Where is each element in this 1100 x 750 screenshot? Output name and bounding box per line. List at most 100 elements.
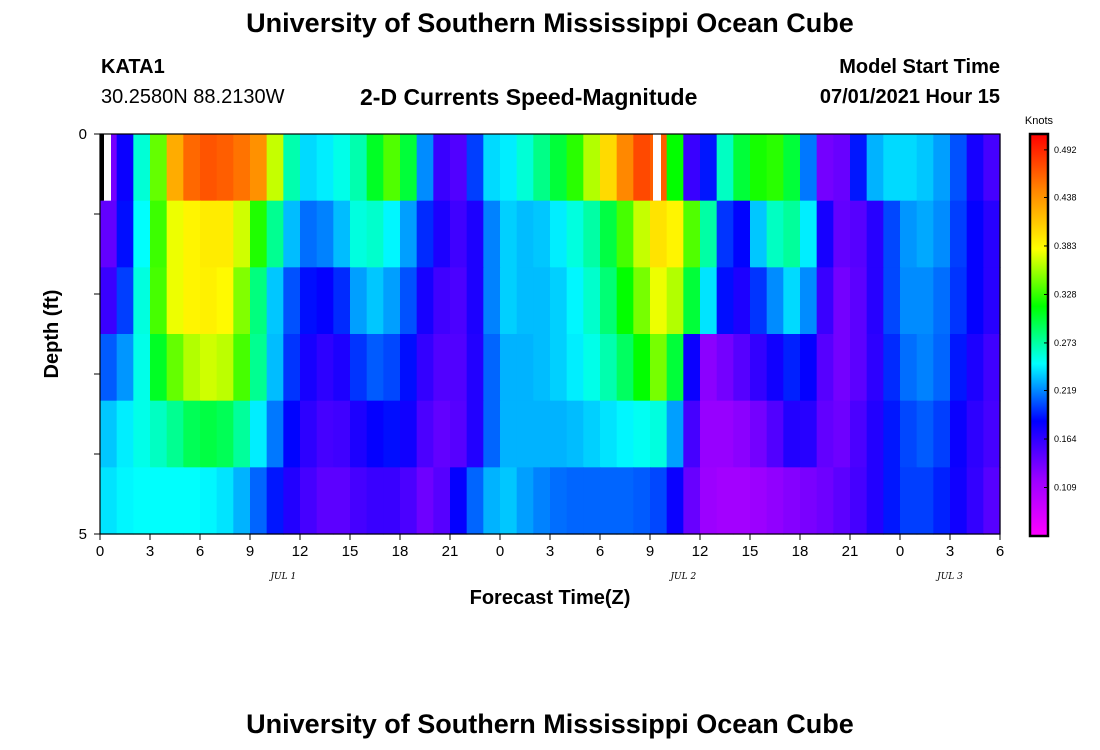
- heatmap-cell: [500, 400, 518, 468]
- heatmap-cell: [550, 134, 568, 202]
- heatmap-cell: [100, 467, 118, 535]
- heatmap-cell: [483, 200, 501, 268]
- heatmap-cell: [900, 400, 918, 468]
- heatmap-cell: [683, 334, 701, 402]
- heatmap-cell: [450, 267, 468, 335]
- heatmap-cell: [283, 267, 301, 335]
- heatmap-cell: [466, 134, 484, 202]
- heatmap-cell: [633, 467, 651, 535]
- heatmap-cell: [933, 200, 951, 268]
- x-tick-label: 6: [996, 543, 1004, 560]
- x-tick-label: 12: [292, 543, 309, 560]
- heatmap-cell: [833, 134, 851, 202]
- heatmap-cell: [983, 200, 1001, 268]
- heatmap-cell: [816, 200, 834, 268]
- heatmap-cell: [283, 400, 301, 468]
- heatmap-cell: [783, 400, 801, 468]
- x-tick-label: 6: [196, 543, 204, 560]
- heatmap-cell: [600, 334, 618, 402]
- heatmap-cell: [666, 400, 684, 468]
- heatmap-cell: [750, 334, 768, 402]
- heatmap-cell: [366, 400, 384, 468]
- heatmap-cell: [716, 334, 734, 402]
- heatmap-cell: [883, 400, 901, 468]
- heatmap-cell: [533, 334, 551, 402]
- heatmap-cell: [250, 200, 268, 268]
- heatmap-cell: [766, 267, 784, 335]
- heatmap-cell: [516, 467, 534, 535]
- heatmap-cell: [550, 334, 568, 402]
- heatmap-cell: [233, 200, 251, 268]
- heatmap-cell: [250, 334, 268, 402]
- heatmap-cell: [416, 467, 434, 535]
- plot-title: 2-D Currents Speed-Magnitude: [360, 84, 698, 110]
- heatmap-cell: [866, 134, 884, 202]
- heatmap-cell: [800, 267, 818, 335]
- heatmap-cell: [433, 334, 451, 402]
- heatmap-cell: [733, 334, 751, 402]
- heatmap-cell: [966, 400, 984, 468]
- heatmap-cell: [916, 400, 934, 468]
- colorbar-tick-label: 0.109: [1054, 483, 1077, 493]
- heatmap-cell: [216, 200, 234, 268]
- heatmap-cell: [166, 267, 184, 335]
- heatmap-cell: [616, 134, 634, 202]
- heatmap-cell: [333, 400, 351, 468]
- heatmap-cell: [950, 334, 968, 402]
- heatmap-cell: [300, 400, 318, 468]
- heatmap-cell: [500, 334, 518, 402]
- heatmap-cell: [500, 467, 518, 535]
- missing-data-cell: [103, 134, 111, 201]
- heatmap-cell: [133, 200, 151, 268]
- heatmap-cell: [650, 400, 668, 468]
- heatmap-cell: [366, 334, 384, 402]
- heatmap-cell: [366, 467, 384, 535]
- heatmap-cell: [200, 134, 218, 202]
- heatmap-cell: [716, 400, 734, 468]
- heatmap-cell: [650, 200, 668, 268]
- heatmap-cell: [466, 200, 484, 268]
- heatmap-cell: [550, 200, 568, 268]
- heatmap-cell: [550, 267, 568, 335]
- heatmap-cell: [150, 200, 168, 268]
- heatmap-cell: [333, 200, 351, 268]
- heatmap-cell: [950, 400, 968, 468]
- heatmap-cell: [233, 467, 251, 535]
- heatmap-cell: [566, 200, 584, 268]
- heatmap-cell: [316, 467, 334, 535]
- heatmap-cell: [616, 467, 634, 535]
- heatmap-cell: [766, 134, 784, 202]
- page-title: University of Southern Mississippi Ocean…: [246, 8, 854, 38]
- heatmap-cell: [266, 334, 284, 402]
- heatmap-cell: [650, 467, 668, 535]
- heatmap-cell: [833, 467, 851, 535]
- heatmap-cell: [416, 267, 434, 335]
- heatmap-cell: [516, 267, 534, 335]
- heatmap-cell: [150, 134, 168, 202]
- heatmap-cell: [250, 400, 268, 468]
- heatmap-cell: [700, 267, 718, 335]
- heatmap-cell: [150, 334, 168, 402]
- heatmap-cell: [400, 267, 418, 335]
- heatmap-cell: [983, 134, 1001, 202]
- heatmap-cell: [266, 200, 284, 268]
- heatmap-cell: [250, 467, 268, 535]
- heatmap-cell: [750, 200, 768, 268]
- heatmap-cell: [583, 200, 601, 268]
- heatmap-cell: [500, 200, 518, 268]
- heatmap-cell: [733, 267, 751, 335]
- heatmap-cell: [200, 400, 218, 468]
- heatmap-cell: [366, 200, 384, 268]
- heatmap-cell: [716, 134, 734, 202]
- heatmap-cell: [450, 200, 468, 268]
- heatmap-cell: [666, 334, 684, 402]
- heatmap-cell: [783, 200, 801, 268]
- y-tick-label: 0: [79, 126, 87, 143]
- heatmap-cell: [283, 200, 301, 268]
- heatmap-cell: [300, 134, 318, 202]
- heatmap-cell: [666, 200, 684, 268]
- heatmap-cell: [716, 200, 734, 268]
- heatmap-cell: [833, 334, 851, 402]
- x-tick-label: 21: [842, 543, 859, 560]
- heatmap-cell: [850, 134, 868, 202]
